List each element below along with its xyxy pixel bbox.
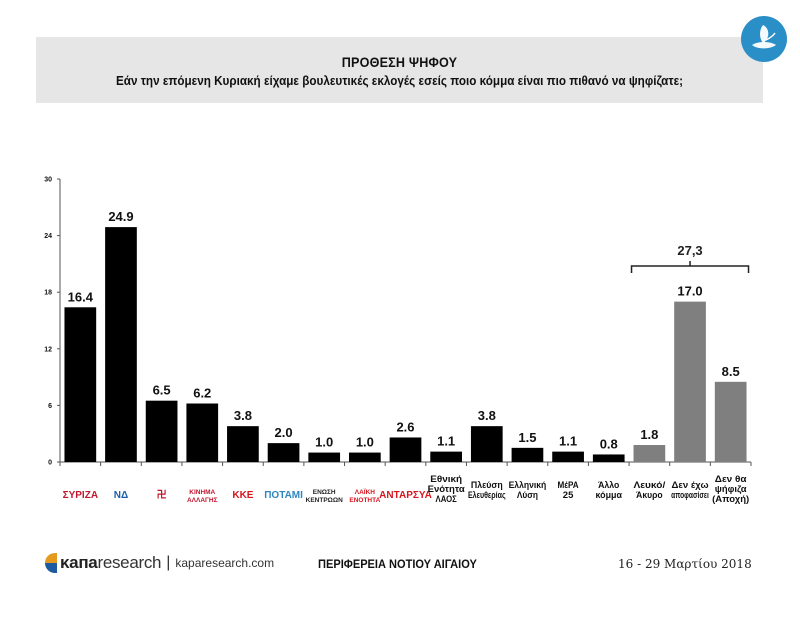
party-logo-label: ΠΟΤΑΜΙ (264, 490, 303, 501)
bar (633, 445, 666, 462)
party-logo-icon: ΕΝΩΣΗ ΚΕΝΤΡΩΩΝ (306, 489, 343, 504)
party-logo-label: ΚΙΝΗΜΑ ΑΛΛΑΓΗΣ (187, 489, 218, 504)
logo-separator: | (166, 554, 171, 571)
data-label: 2.0 (275, 425, 293, 440)
kapa-logo-mark-icon (45, 553, 57, 573)
category-label: (Αποχή) (712, 494, 749, 505)
data-label: 16.4 (68, 289, 94, 304)
bar (267, 443, 300, 462)
data-label: 1.1 (437, 434, 455, 449)
bar (227, 426, 259, 462)
category-label: Λύση (517, 490, 538, 501)
category-label: ΜέΡΑ (557, 480, 578, 491)
category-label: Εθνική (430, 474, 462, 485)
category-label: Ενότητα (428, 484, 465, 495)
party-logo-icon: ΣΥΡΙΖΑ (63, 490, 98, 501)
data-label: 2.6 (396, 419, 414, 434)
kapa-research-logo: κапа research | kaparesearch.com (45, 552, 274, 574)
category-label: Άκυρο (636, 490, 663, 501)
bar (592, 454, 625, 462)
chart-header: ΠΡΟΘΕΣΗ ΨΗΦΟΥ Εάν την επόμενη Κυριακή εί… (36, 37, 763, 103)
bar (186, 403, 219, 462)
data-label: 1.1 (559, 434, 577, 449)
bar (430, 451, 462, 462)
data-label: 1.0 (315, 435, 333, 450)
bar (714, 381, 747, 462)
bar (552, 451, 584, 462)
category-label: ψήφιζα (715, 484, 747, 495)
category-label: Δεν θα (715, 474, 747, 485)
category-label: Δεν έχω (671, 480, 708, 491)
chart-title: ΠΡΟΘΕΣΗ ΨΗΦΟΥ (341, 54, 458, 70)
party-logo-label: ΝΔ (114, 490, 128, 501)
annotation-label: 27,3 (677, 243, 702, 258)
data-label: 3.8 (478, 408, 496, 423)
data-label: 17.0 (677, 284, 702, 299)
bar (389, 437, 422, 462)
bar (308, 452, 341, 462)
y-tick-label: 30 (44, 177, 52, 184)
annotation-bracket (630, 261, 750, 273)
data-label: 8.5 (722, 364, 740, 379)
bar (511, 447, 544, 462)
data-label: 1.0 (356, 435, 374, 450)
region-label: ΠΕΡΙΦΕΡΕΙΑ ΝΟΤΙΟΥ ΑΙΓΑΙΟΥ (318, 557, 477, 571)
bar (64, 307, 97, 462)
party-logo-icon: 卍 (157, 489, 167, 501)
party-logo-icon: ΑΝΤΑΡΣΥΑ (379, 490, 432, 501)
category-label: Ελληνική (509, 480, 547, 491)
bar (105, 227, 137, 462)
logo-research: research (97, 553, 162, 572)
party-logo-label: ΕΝΩΣΗ ΚΕΝΤΡΩΩΝ (306, 489, 343, 504)
category-label: Πλεύση (471, 480, 503, 491)
bar (145, 400, 178, 462)
website-url: kaparesearch.com (175, 556, 275, 570)
y-tick-label: 6 (48, 403, 52, 410)
party-logo-label: 卍 (157, 489, 167, 501)
y-tick-label: 12 (44, 346, 52, 353)
survey-date: 16 - 29 Μαρτίου 2018 (618, 557, 752, 571)
dove-leaf-icon (741, 16, 787, 62)
data-label: 3.8 (234, 408, 252, 423)
party-logo-icon: ΛΑΪΚΗ ΕΝΟΤΗΤΑ (349, 488, 380, 504)
data-label: 1.8 (640, 427, 658, 442)
data-label: 1.5 (518, 430, 536, 445)
category-label: ΛΑΟΣ (436, 494, 457, 505)
data-label: 6.5 (153, 383, 171, 398)
bar-chart: 0 6 12 18 24 30 16.4 ΣΥΡΙΖΑ 24.9 ΝΔ 6.5 卍 6.2 ΚΙΝΗΜΑ Α… (44, 177, 752, 505)
data-label: 24.9 (108, 209, 133, 224)
bar (674, 301, 706, 462)
category-label: Άλλο (598, 480, 619, 491)
category-label: κόμμα (595, 490, 622, 501)
category-label: 25 (563, 490, 574, 501)
bar (470, 426, 503, 462)
party-logo-icon: ΚΙΝΗΜΑ ΑΛΛΑΓΗΣ (187, 489, 218, 504)
party-logo-label: ΛΑΪΚΗ ΕΝΟΤΗΤΑ (349, 488, 380, 504)
category-label: Λευκό/ (633, 480, 665, 491)
category-label: αποφασίσει (671, 490, 709, 501)
bar (349, 452, 381, 462)
logo-brand: κапа (60, 553, 98, 572)
party-logo-label: ΚΚΕ (232, 490, 253, 501)
category-label: Ελευθερίας (468, 490, 506, 501)
data-label: 0.8 (600, 436, 618, 451)
y-tick-label: 24 (44, 233, 52, 240)
party-logo-icon: ΝΔ (114, 490, 128, 501)
party-logo-icon: ΚΚΕ (232, 490, 253, 501)
chart-subtitle: Εάν την επόμενη Κυριακή είχαμε βουλευτικ… (115, 73, 684, 88)
party-logo-icon: ΠΟΤΑΜΙ (264, 490, 303, 501)
party-logo-label: ΑΝΤΑΡΣΥΑ (379, 490, 432, 501)
y-tick-label: 0 (48, 460, 52, 467)
party-logo-label: ΣΥΡΙΖΑ (63, 490, 98, 501)
data-label: 6.2 (193, 386, 211, 401)
y-tick-label: 18 (44, 290, 52, 297)
